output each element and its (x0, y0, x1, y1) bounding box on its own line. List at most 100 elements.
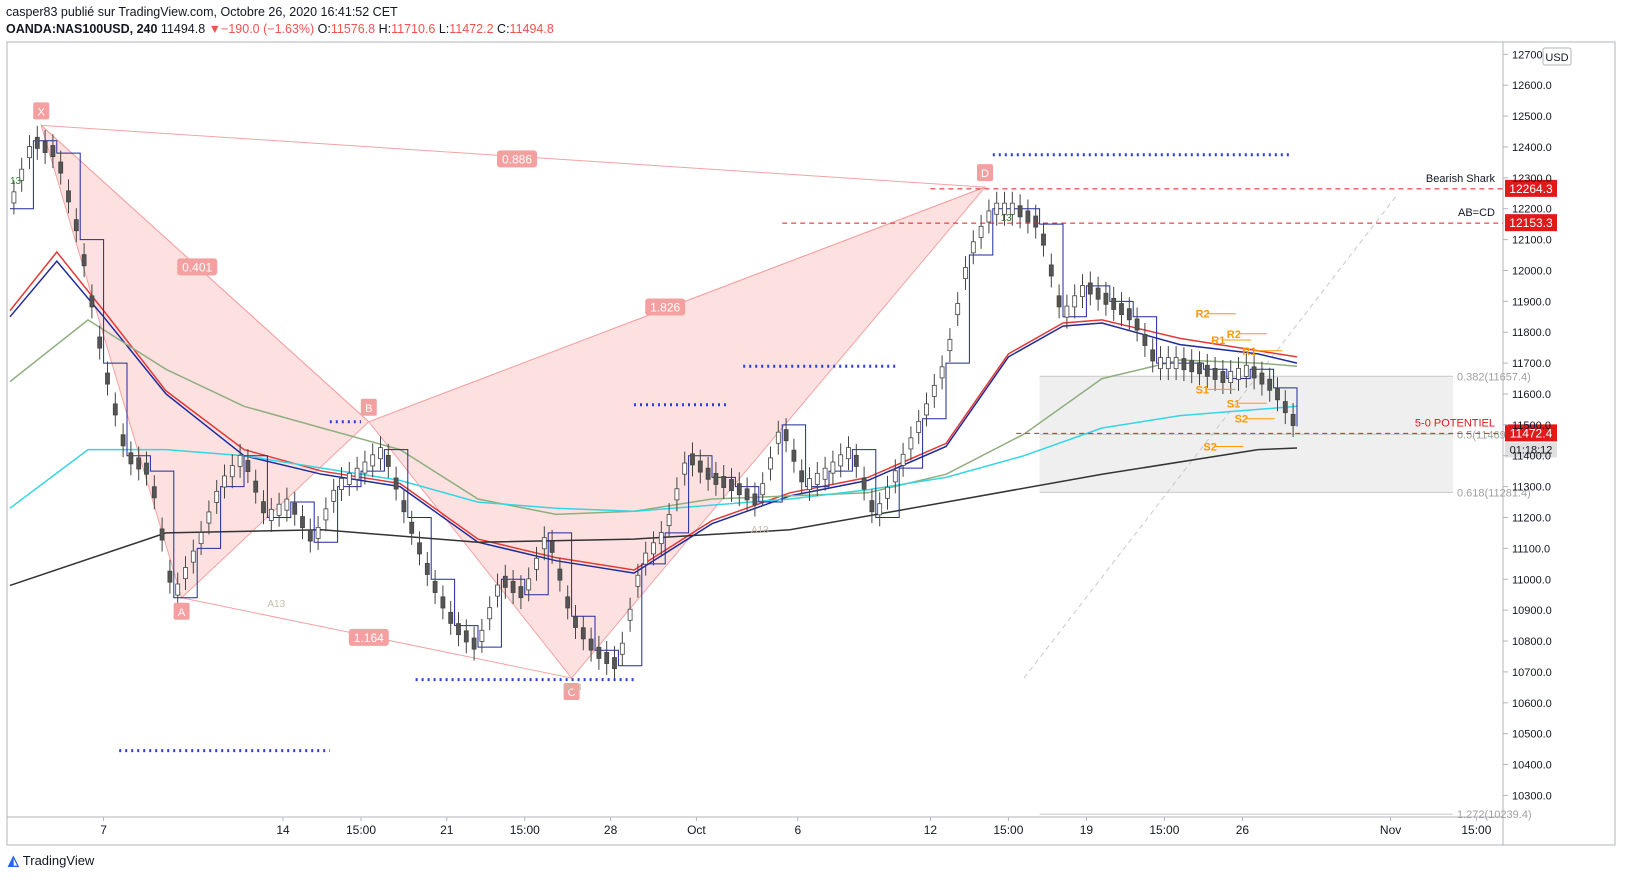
candle-body (432, 581, 438, 593)
candle-body (487, 607, 493, 620)
pattern-point-label: B (365, 403, 372, 415)
candle-body (541, 537, 547, 550)
candle-body (1041, 233, 1046, 246)
candle-body (627, 608, 633, 621)
candle-body (167, 570, 173, 583)
projection-line (1023, 192, 1399, 679)
moving-average-line (9, 318, 1298, 516)
candle-body (1150, 349, 1156, 362)
currency-label: USD (1545, 52, 1568, 64)
candle-body (206, 511, 212, 524)
y-tick-label: 10400.0 (1512, 760, 1552, 772)
candle-body (331, 489, 337, 502)
candle-body (573, 616, 578, 628)
candle-body (651, 542, 656, 555)
candle-body (994, 202, 1000, 215)
candle-body (775, 431, 781, 444)
candle-body (729, 479, 734, 492)
x-tick-label: 15:00 (1149, 823, 1179, 837)
pivot-label: S2 (1235, 414, 1248, 426)
pivot-label: R1 (1242, 346, 1256, 358)
candle-body (1267, 378, 1273, 391)
candle-body (159, 528, 165, 541)
pivot-label: R2 (1196, 309, 1210, 321)
level-label: Bearish Shark (1426, 173, 1496, 185)
candle-body (1212, 367, 1218, 380)
candle-body (588, 638, 594, 651)
pattern-point-label: A (178, 607, 186, 619)
candle-body (120, 434, 126, 447)
candle-body (463, 630, 469, 643)
pattern-point-label: X (38, 106, 46, 118)
countdown-box (1505, 442, 1557, 458)
high-label: H: (378, 22, 392, 36)
pattern-point-label: D (981, 168, 989, 180)
pattern-point-badge (173, 602, 190, 620)
pivot-label: S1 (1227, 398, 1240, 410)
moving-average-line (9, 447, 1298, 587)
candle-body (619, 642, 625, 655)
candle-body (580, 627, 586, 640)
price-tag-label: 12153.3 (1509, 216, 1553, 230)
candle-body (830, 461, 836, 474)
candle-body (323, 508, 329, 521)
candle-body (1251, 366, 1257, 379)
price-step-line (10, 140, 1298, 667)
change-arrow-icon: ▼ (208, 22, 222, 36)
candle-body (791, 449, 797, 462)
candle-body (456, 623, 461, 636)
candle-body (175, 583, 181, 596)
candle-body (978, 225, 984, 238)
candle-body (557, 568, 563, 581)
candle-body (643, 552, 649, 565)
candle-body (768, 457, 773, 470)
candle-body (877, 503, 883, 516)
candle-body (128, 452, 134, 465)
ohlc-line: OANDA:NAS100USD, 240 11494.8 ▼−190.0 (−1… (6, 21, 554, 38)
symbol-label[interactable]: OANDA:NAS100USD, 240 (6, 22, 158, 36)
moving-average-line (9, 250, 1298, 571)
ratio-badge (348, 628, 389, 646)
candle-body (690, 453, 695, 466)
open-label: O: (317, 22, 331, 36)
y-tick-label: 10700.0 (1512, 667, 1552, 679)
annotation-label: A13 (564, 682, 582, 693)
x-tick-label: 15:00 (346, 823, 376, 837)
candle-body (1095, 287, 1101, 300)
candle-body (237, 454, 243, 467)
candle-body (1002, 202, 1007, 215)
candle-body (674, 488, 680, 501)
candle-body (549, 540, 555, 553)
candle-body (19, 168, 25, 181)
y-tick-label: 11500.0 (1512, 420, 1551, 432)
candle-body (214, 490, 220, 503)
candle-body (838, 454, 844, 467)
candle-body (354, 467, 360, 480)
candle-body (261, 501, 266, 514)
annotation-label: A13 (751, 525, 769, 536)
y-tick-label: 10600.0 (1512, 698, 1552, 710)
chart-header: casper83 publié sur TradingView.com, Oct… (6, 4, 554, 38)
tradingview-brand[interactable]: ◭ TradingView (8, 852, 94, 869)
candle-body (479, 629, 485, 642)
candle-body (846, 447, 851, 460)
pivot-label: S1 (1196, 384, 1209, 396)
candle-body (1282, 401, 1288, 414)
close-value: 11494.8 (509, 22, 554, 36)
candle-body (136, 457, 142, 470)
y-tick-label: 12100.0 (1512, 235, 1552, 247)
candle-body (42, 141, 48, 153)
candle-body (144, 462, 149, 475)
ratio-badge (497, 150, 537, 168)
candle-body (229, 465, 235, 478)
candle-body (970, 241, 976, 254)
candle-body (963, 267, 968, 280)
candle-body (947, 339, 953, 352)
candle-body (1119, 303, 1124, 316)
y-tick-label: 12500.0 (1512, 111, 1552, 123)
pivot-label: R2 (1227, 329, 1241, 341)
candle-body (1259, 372, 1265, 385)
candle-body (300, 516, 305, 529)
y-tick-label: 12300.0 (1512, 173, 1552, 185)
